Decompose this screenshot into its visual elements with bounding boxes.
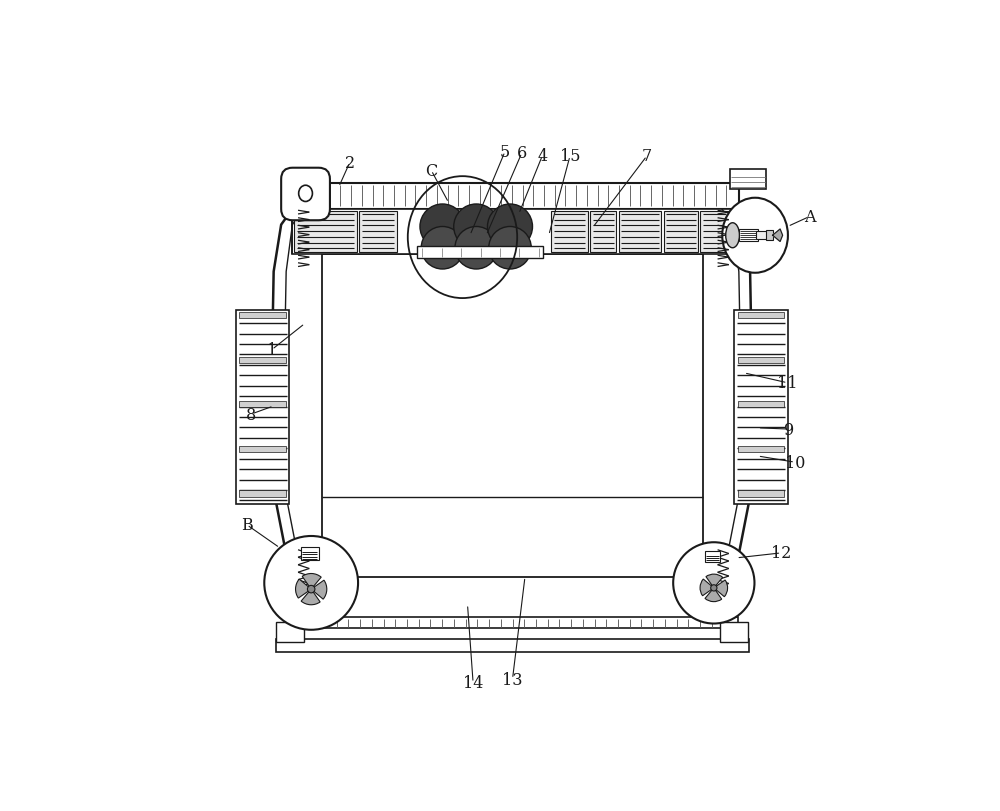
Bar (284, 183, 739, 210)
Bar (417, 247, 543, 259)
Circle shape (673, 543, 754, 624)
Text: 8: 8 (246, 406, 256, 423)
Circle shape (454, 204, 499, 250)
Text: 6: 6 (517, 145, 527, 162)
Bar (239, 446, 286, 453)
Circle shape (455, 227, 497, 270)
Wedge shape (296, 579, 311, 599)
Bar (590, 212, 616, 253)
Text: C: C (425, 162, 437, 179)
Wedge shape (302, 574, 321, 590)
Bar (551, 212, 588, 253)
Bar (292, 210, 731, 255)
Bar (276, 622, 304, 642)
Circle shape (421, 227, 464, 270)
Text: 13: 13 (502, 671, 523, 688)
Bar (276, 639, 749, 652)
Wedge shape (700, 579, 714, 596)
Ellipse shape (299, 186, 312, 202)
Bar (739, 230, 758, 242)
Wedge shape (714, 581, 728, 597)
Bar (287, 617, 738, 629)
Bar (239, 358, 286, 363)
Bar (359, 212, 397, 253)
Text: 12: 12 (771, 545, 792, 562)
Wedge shape (706, 574, 723, 588)
Bar (720, 622, 748, 642)
Circle shape (711, 585, 717, 591)
Circle shape (264, 536, 358, 630)
Bar (738, 358, 784, 363)
Bar (700, 212, 728, 253)
Circle shape (487, 204, 533, 250)
Circle shape (489, 227, 531, 270)
Polygon shape (773, 230, 783, 242)
Bar (756, 232, 768, 240)
Wedge shape (311, 581, 327, 599)
Wedge shape (705, 588, 722, 602)
Bar (619, 212, 661, 253)
Bar (239, 401, 286, 408)
Bar (236, 311, 289, 504)
FancyBboxPatch shape (281, 169, 330, 221)
Bar (738, 401, 784, 408)
Wedge shape (301, 590, 320, 605)
Bar (282, 628, 743, 641)
Circle shape (420, 204, 465, 250)
Text: 9: 9 (784, 421, 794, 438)
Bar (705, 551, 720, 563)
Text: 1: 1 (267, 341, 277, 358)
Bar (766, 231, 773, 241)
Text: B: B (241, 517, 253, 534)
Bar (738, 313, 784, 319)
Text: A: A (804, 208, 815, 225)
Bar (294, 212, 357, 253)
Ellipse shape (722, 199, 788, 273)
Text: 14: 14 (463, 675, 483, 692)
Ellipse shape (726, 224, 739, 248)
Bar (664, 212, 698, 253)
Text: 15: 15 (560, 148, 580, 165)
Text: 11: 11 (777, 375, 798, 392)
Circle shape (307, 586, 315, 593)
Bar (301, 547, 319, 560)
Bar (239, 491, 286, 497)
Text: 2: 2 (345, 154, 355, 171)
Bar (738, 491, 784, 497)
Text: 5: 5 (500, 144, 510, 161)
Bar (239, 313, 286, 319)
Text: 4: 4 (537, 148, 548, 165)
Bar (738, 446, 784, 453)
Text: 7: 7 (642, 148, 652, 165)
Bar (322, 255, 703, 577)
Bar (730, 169, 766, 190)
Bar (734, 311, 788, 504)
Text: 10: 10 (785, 454, 805, 471)
